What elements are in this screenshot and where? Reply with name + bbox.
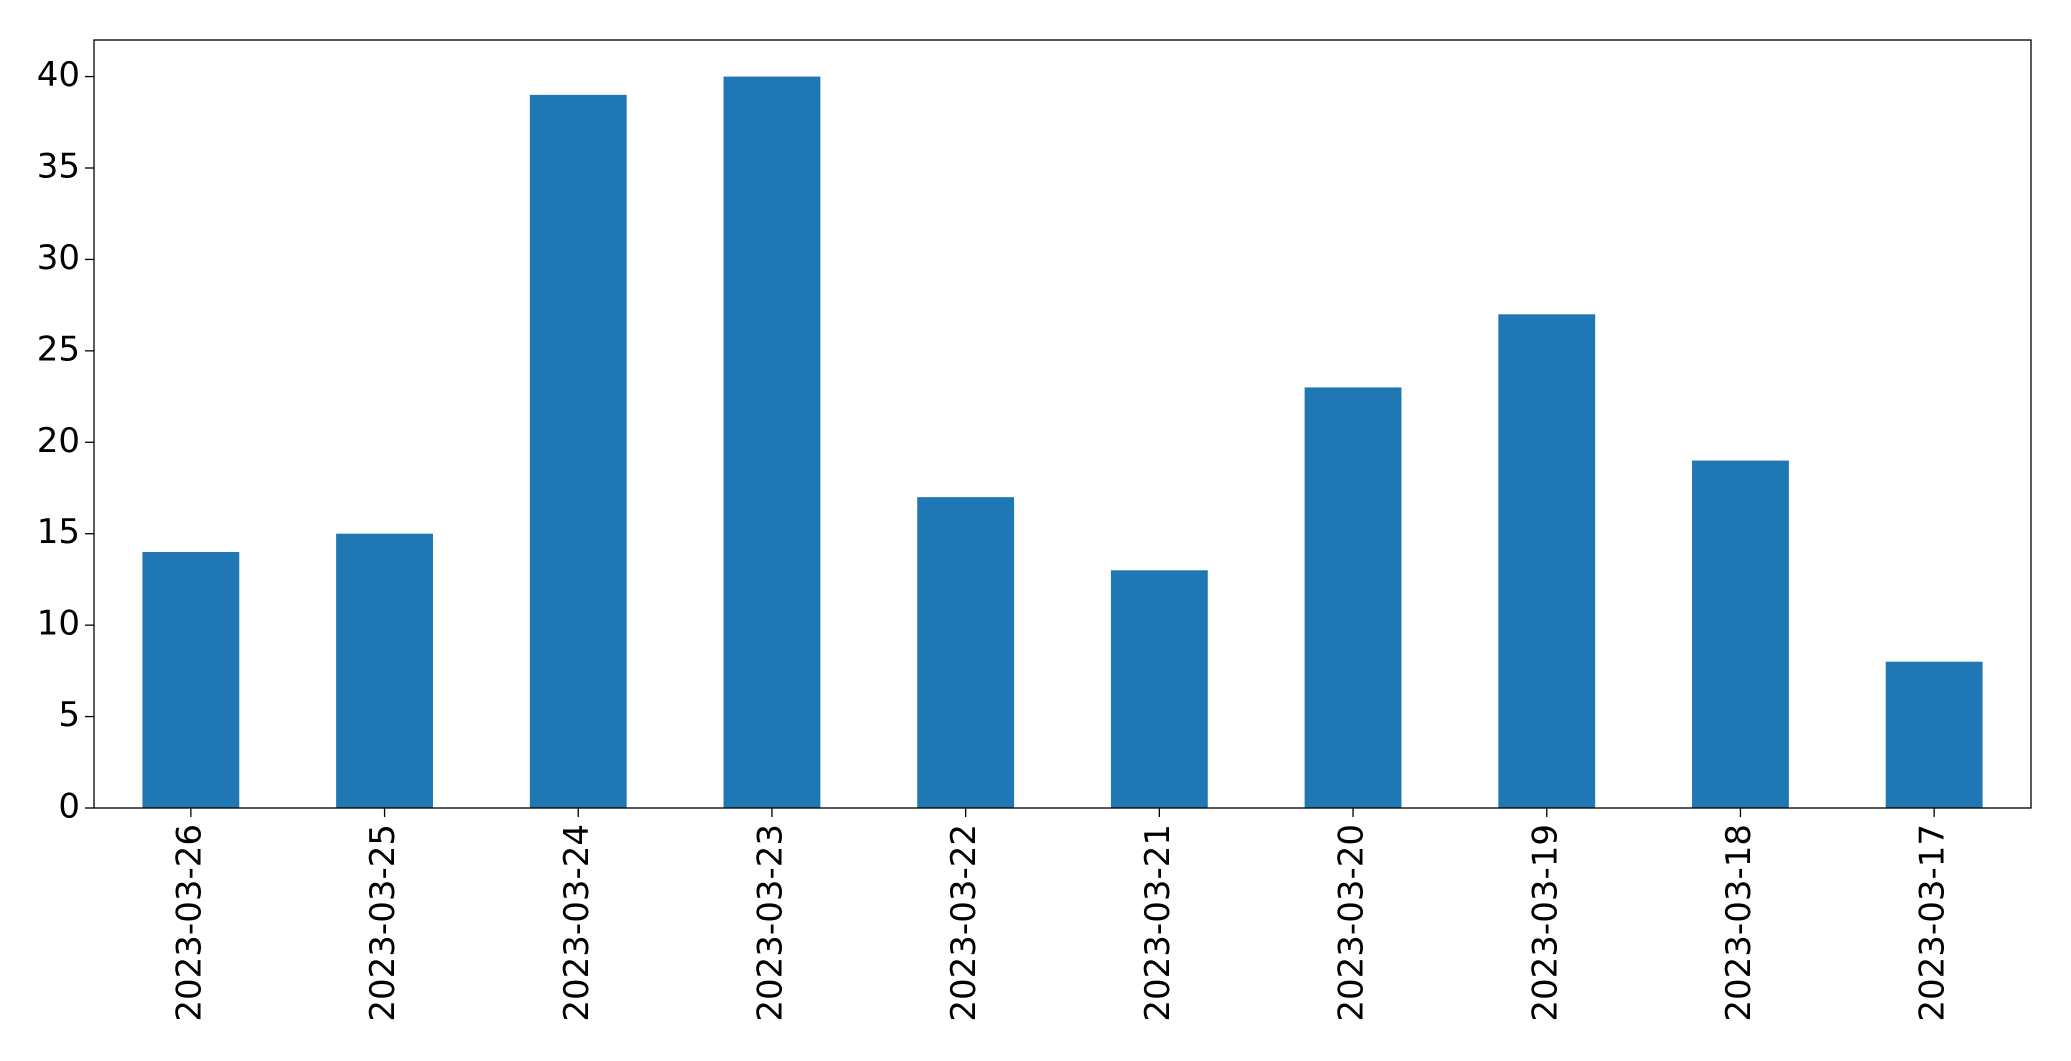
plot-frame <box>93 39 2032 809</box>
bar <box>529 94 627 809</box>
x-tick-label: 2023-03-25 <box>363 824 403 1022</box>
bar <box>723 76 821 809</box>
x-tick-label: 2023-03-17 <box>1913 824 1953 1022</box>
y-tick-label: 30 <box>37 238 80 278</box>
y-tick-label: 15 <box>37 512 80 552</box>
bar <box>1498 314 1596 808</box>
bar <box>1885 661 1983 808</box>
bar <box>1110 570 1208 808</box>
y-tick-label: 0 <box>58 787 80 827</box>
x-tick-label: 2023-03-18 <box>1719 824 1759 1022</box>
x-tick-label: 2023-03-24 <box>557 824 597 1022</box>
bar <box>142 552 240 808</box>
bar <box>336 533 433 808</box>
x-tick-label: 2023-03-21 <box>1138 824 1178 1022</box>
bar <box>1304 387 1402 808</box>
bar <box>1692 460 1789 808</box>
y-tick-label: 5 <box>58 695 80 735</box>
y-tick-label: 20 <box>37 421 80 461</box>
x-tick-label: 2023-03-19 <box>1525 824 1565 1022</box>
x-tick-label: 2023-03-20 <box>1332 824 1372 1022</box>
x-tick-label: 2023-03-26 <box>169 824 209 1022</box>
x-tick-label: 2023-03-23 <box>750 824 790 1022</box>
y-tick-label: 40 <box>37 55 80 95</box>
bar <box>917 497 1015 808</box>
y-tick-label: 35 <box>37 147 80 187</box>
y-tick-label: 25 <box>37 329 80 369</box>
x-tick-label: 2023-03-22 <box>944 824 984 1022</box>
y-tick-label: 10 <box>37 604 80 644</box>
